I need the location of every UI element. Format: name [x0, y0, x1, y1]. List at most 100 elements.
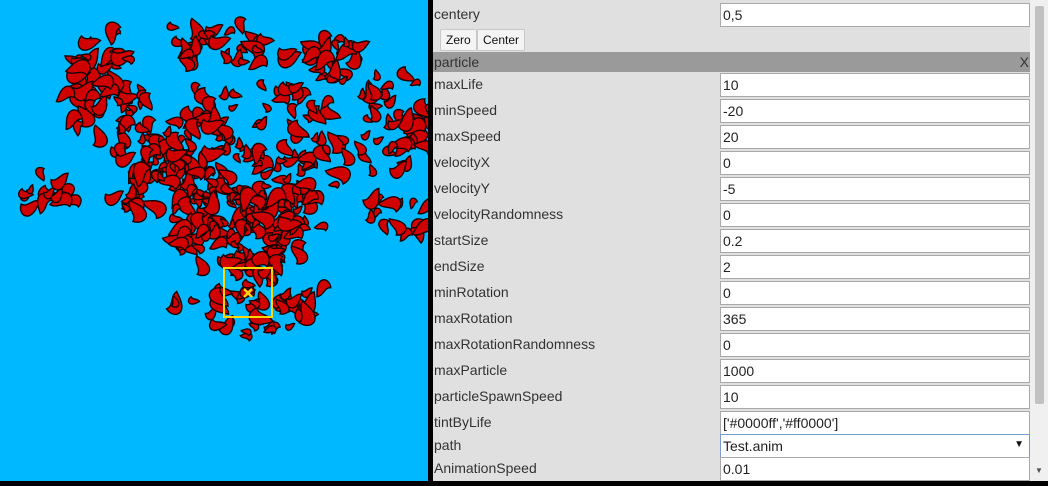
particle-sprite	[353, 140, 367, 156]
emitter-bounds[interactable]	[223, 267, 273, 318]
emitter-origin-icon[interactable]	[243, 288, 253, 298]
particle-sprite	[324, 166, 351, 186]
particle-sprite	[367, 82, 383, 102]
field-input[interactable]: 10	[720, 385, 1030, 409]
particle-sprite	[138, 91, 153, 112]
particle-sprite	[268, 254, 284, 277]
section-header-particle: particle X	[433, 52, 1030, 72]
field-label: startSize	[434, 232, 489, 248]
particle-sprite	[228, 88, 243, 99]
field-input[interactable]: 0	[720, 281, 1030, 305]
particle-sprite	[77, 104, 96, 128]
particle-sprite	[19, 199, 42, 217]
particle-sprite	[55, 85, 76, 103]
close-icon[interactable]: X	[1019, 54, 1029, 70]
field-row: maxRotationRandomness 0	[433, 332, 1030, 358]
particle-sprite	[267, 233, 281, 243]
particle-sprite	[184, 137, 197, 153]
particle-preview-viewport[interactable]	[0, 0, 428, 481]
field-input[interactable]: 0	[720, 333, 1030, 357]
particle-sprite	[200, 229, 212, 242]
panel-divider[interactable]	[428, 0, 433, 486]
particle-sprite	[287, 119, 310, 138]
particle-sprite	[282, 155, 301, 168]
particle-sprite	[285, 293, 303, 309]
particle-sprite	[218, 169, 238, 186]
particle-sprite	[228, 103, 239, 112]
vertical-scrollbar[interactable]: ▼	[1030, 0, 1048, 481]
centery-input[interactable]: 0,5	[720, 3, 1030, 27]
animation-speed-input[interactable]: 0.01	[720, 457, 1030, 481]
particle-sprite	[320, 94, 335, 109]
particle-sprite	[388, 217, 407, 236]
particle-sprite	[295, 162, 306, 178]
field-input[interactable]: 1000	[720, 359, 1030, 383]
particle-sprite	[187, 295, 201, 305]
particle-sprite	[193, 191, 205, 201]
particle-sprite	[341, 146, 356, 167]
particle-sprite	[132, 161, 152, 188]
field-row: maxSpeed 20	[433, 124, 1030, 150]
particle-sprite	[396, 66, 416, 82]
scrollbar-thumb[interactable]	[1035, 6, 1044, 404]
particle-sprite	[177, 48, 195, 60]
particle-sprite	[364, 208, 376, 224]
field-row: velocityX 0	[433, 150, 1030, 176]
particle-sprite	[113, 95, 124, 107]
particle-sprite	[305, 99, 318, 115]
field-row: endSize 2	[433, 254, 1030, 280]
particle-sprite	[326, 74, 340, 84]
particle-sprite	[167, 236, 189, 252]
path-select[interactable]: Test.anim ▼	[720, 434, 1030, 458]
particle-sprite	[387, 119, 404, 131]
particle-sprite	[387, 140, 399, 155]
particle-sprite	[372, 136, 385, 146]
field-input[interactable]: 0.2	[720, 229, 1030, 253]
particle-sprite	[178, 55, 196, 72]
particle-sprite	[197, 29, 209, 41]
particle-sprite	[275, 155, 288, 165]
particle-sprite	[248, 299, 261, 310]
particle-sprite	[150, 170, 161, 184]
particle-sprite	[237, 56, 251, 66]
button-row: Zero Center	[433, 28, 1030, 52]
particle-sprite	[185, 166, 206, 181]
field-label: maxLife	[434, 76, 484, 92]
center-button[interactable]: Center	[477, 29, 526, 51]
field-input[interactable]: 0	[720, 151, 1030, 175]
particle-sprite	[336, 134, 350, 146]
particle-sprite	[240, 143, 252, 160]
particle-sprite	[170, 294, 180, 308]
field-row: minRotation 0	[433, 280, 1030, 306]
field-label: tintByLife	[434, 414, 492, 430]
field-input[interactable]: 10	[720, 73, 1030, 97]
particle-sprite	[424, 103, 428, 115]
field-input[interactable]: -20	[720, 99, 1030, 123]
particle-sprite	[200, 118, 226, 135]
particle-sprite	[379, 80, 394, 91]
field-input[interactable]: 2	[720, 255, 1030, 279]
particle-sprite	[262, 102, 272, 113]
field-input[interactable]: 365	[720, 307, 1030, 331]
particle-sprite	[151, 154, 159, 166]
scroll-down-arrow-icon[interactable]: ▼	[1035, 466, 1043, 475]
particle-sprite	[223, 26, 236, 36]
particle-sprite	[232, 153, 241, 164]
field-row: maxLife 10	[433, 72, 1030, 98]
particle-sprite	[137, 132, 146, 145]
field-input[interactable]: ['#0000ff','#ff0000']	[720, 411, 1030, 435]
particle-sprite	[128, 199, 148, 223]
particle-sprite	[195, 254, 211, 277]
particle-sprite	[165, 147, 189, 163]
particle-sprite	[234, 136, 244, 150]
field-input[interactable]: 0	[720, 203, 1030, 227]
particle-sprite	[251, 44, 264, 54]
particle-sprite	[298, 299, 316, 327]
field-input[interactable]: -5	[720, 177, 1030, 201]
particle-sprite	[247, 54, 268, 71]
particle-sprite	[220, 217, 229, 228]
particle-sprite	[293, 176, 317, 193]
zero-button[interactable]: Zero	[440, 29, 477, 51]
field-input[interactable]: 20	[720, 125, 1030, 149]
particle-sprite	[165, 131, 185, 154]
